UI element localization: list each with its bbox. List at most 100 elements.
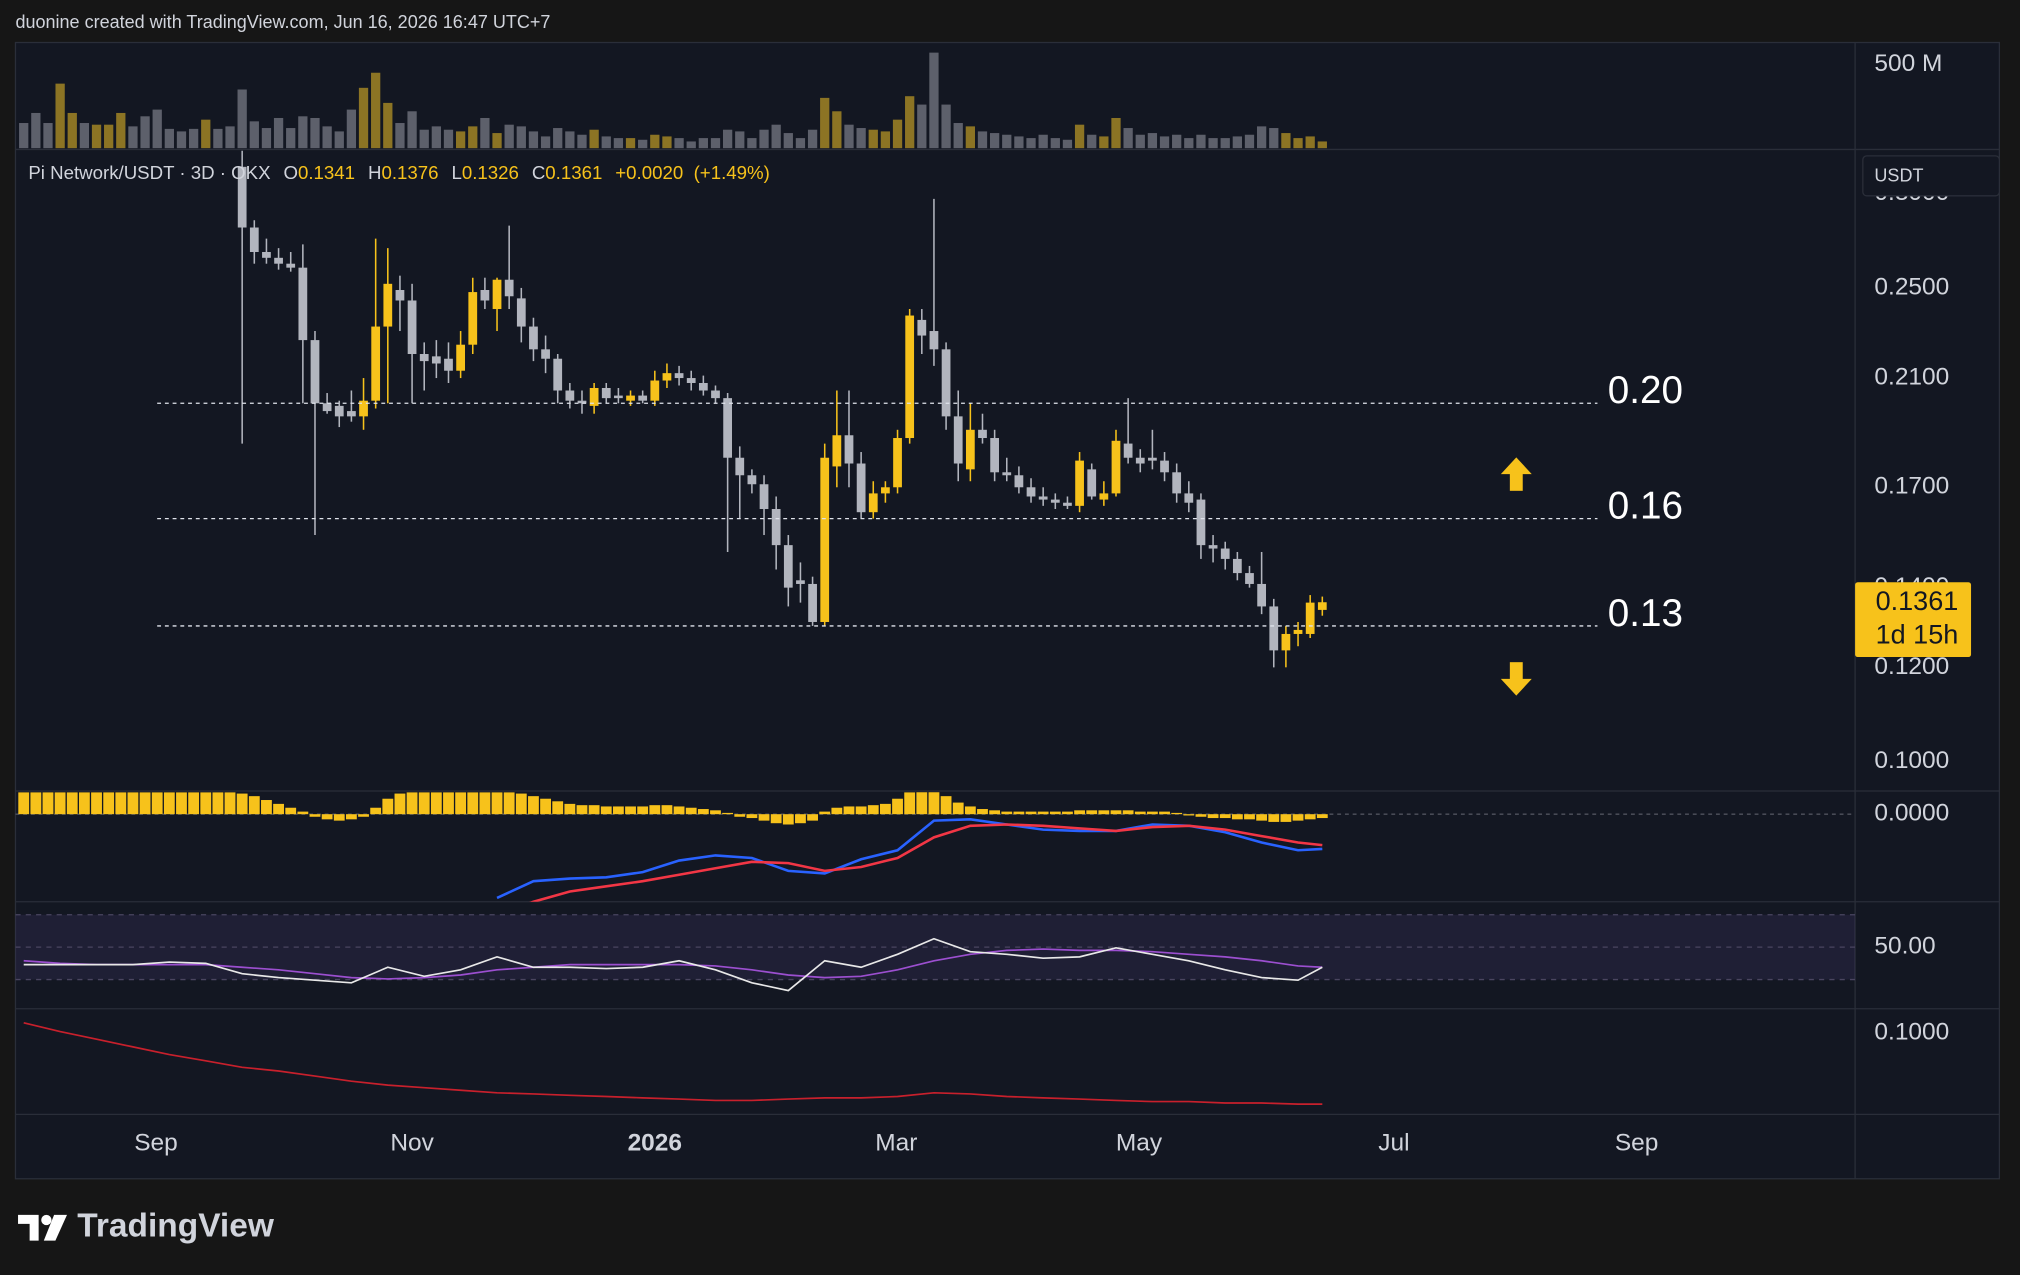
indicator-line — [23, 1021, 1323, 1105]
volume-bar — [844, 124, 854, 149]
volume-bar — [880, 131, 891, 149]
macd-histogram-bar — [722, 812, 734, 815]
macd-histogram-bar — [103, 792, 115, 815]
overlays: USDT 0.1361 1d 15h — [1855, 155, 2001, 658]
macd-histogram-bar — [1207, 814, 1219, 819]
x-tick-label: Mar — [875, 1129, 917, 1156]
x-tick-label: Sep — [1615, 1129, 1659, 1156]
macd-histogram-bar — [540, 798, 551, 815]
volume-bar — [1087, 134, 1097, 149]
macd-histogram-bar — [770, 814, 782, 824]
candle-body — [1148, 457, 1157, 461]
candle-body — [881, 487, 890, 494]
macd-histogram-bar — [297, 811, 309, 815]
candle-body — [407, 300, 417, 355]
price-pane — [237, 150, 1327, 668]
macd-histogram-bar — [151, 792, 163, 815]
volume-bar — [820, 97, 830, 149]
macd-histogram-bar — [1013, 811, 1025, 815]
volume-bar — [638, 139, 648, 149]
macd-histogram-bar — [697, 809, 709, 815]
volume-bar — [1244, 134, 1255, 149]
volume-bar — [807, 129, 818, 149]
header-text: duonine created with TradingView.com, Ju… — [15, 12, 550, 32]
volume-bar — [589, 129, 599, 149]
currency-label: USDT — [1874, 165, 1923, 185]
volume-bar — [261, 128, 272, 149]
candle-body — [1257, 583, 1267, 607]
volume-bar — [79, 123, 90, 149]
macd-histogram-bar — [212, 792, 224, 815]
arrow-down — [1509, 662, 1523, 681]
volume-bar — [419, 129, 429, 149]
volume-bar — [504, 124, 514, 149]
volume-bar — [31, 112, 41, 149]
candle-body — [371, 326, 381, 401]
candle-body — [286, 263, 296, 268]
candle-body — [1208, 545, 1218, 549]
volume-bar — [1135, 134, 1145, 149]
macd-histogram-bar — [989, 810, 1001, 815]
level-label: 0.16 — [1608, 485, 1683, 528]
macd-histogram-bar — [916, 792, 928, 815]
candle-body — [516, 298, 526, 327]
candle-body — [808, 583, 817, 622]
volume-bar — [55, 83, 65, 149]
legend-change-pct: (+1.49%) — [694, 162, 770, 183]
macd-histogram-bar — [710, 810, 721, 815]
candle-body — [917, 319, 927, 336]
volume-bar — [674, 138, 684, 149]
volume-bar — [1111, 117, 1121, 149]
volume-bar — [91, 124, 102, 149]
macd-histogram-bar — [1159, 811, 1170, 815]
candle-body — [334, 405, 344, 417]
logo-text: TradingView — [77, 1208, 275, 1245]
candle-body — [601, 387, 611, 399]
currency-box[interactable] — [1862, 155, 2001, 197]
logo-mark — [41, 1214, 52, 1226]
candle-body — [1123, 443, 1133, 458]
y-tick-label: 50.00 — [1874, 933, 1935, 960]
candle-body — [747, 475, 757, 485]
volume-bar — [140, 116, 150, 149]
macd-histogram-bar — [904, 792, 916, 815]
x-tick-label: 2026 — [628, 1129, 682, 1156]
candle-body — [662, 373, 672, 381]
candle-body — [771, 509, 781, 546]
candle-body — [1281, 633, 1291, 651]
macd-histogram-bar — [879, 803, 891, 815]
candle-body — [820, 457, 830, 622]
candle-body — [249, 227, 259, 252]
macd-histogram-bar — [430, 792, 442, 815]
volume-bar — [371, 72, 381, 149]
candle-body — [1026, 487, 1036, 497]
candle-body — [1075, 460, 1084, 506]
macd-histogram-bar — [370, 807, 382, 815]
candle-body — [322, 403, 332, 412]
y-tick-label: 0.2500 — [1874, 273, 1949, 300]
macd-histogram-bar — [200, 792, 212, 815]
macd-histogram-bar — [1268, 814, 1280, 822]
volume-bar — [613, 138, 624, 149]
macd-histogram-bar — [1037, 811, 1049, 815]
candle-body — [262, 251, 271, 258]
candle-body — [686, 378, 696, 384]
x-tick-label: Nov — [390, 1129, 434, 1156]
macd-histogram-bar — [394, 793, 406, 815]
volume-bar — [1074, 124, 1085, 149]
volume-bar — [989, 133, 1000, 149]
macd-histogram-bar — [758, 814, 770, 821]
macd-histogram-bar — [1049, 811, 1061, 815]
volume-bar — [856, 128, 866, 149]
legend-low: 0.1326 — [462, 162, 519, 183]
macd-histogram-bar — [782, 814, 794, 825]
candle-body — [856, 463, 866, 513]
macd-histogram-bar — [1025, 811, 1037, 815]
volume-bar — [1220, 138, 1230, 149]
logo-mark — [43, 1214, 67, 1241]
candle-body — [274, 257, 283, 264]
candle-body — [868, 493, 878, 513]
volume-bar — [540, 136, 551, 149]
candle-body — [1269, 606, 1279, 651]
